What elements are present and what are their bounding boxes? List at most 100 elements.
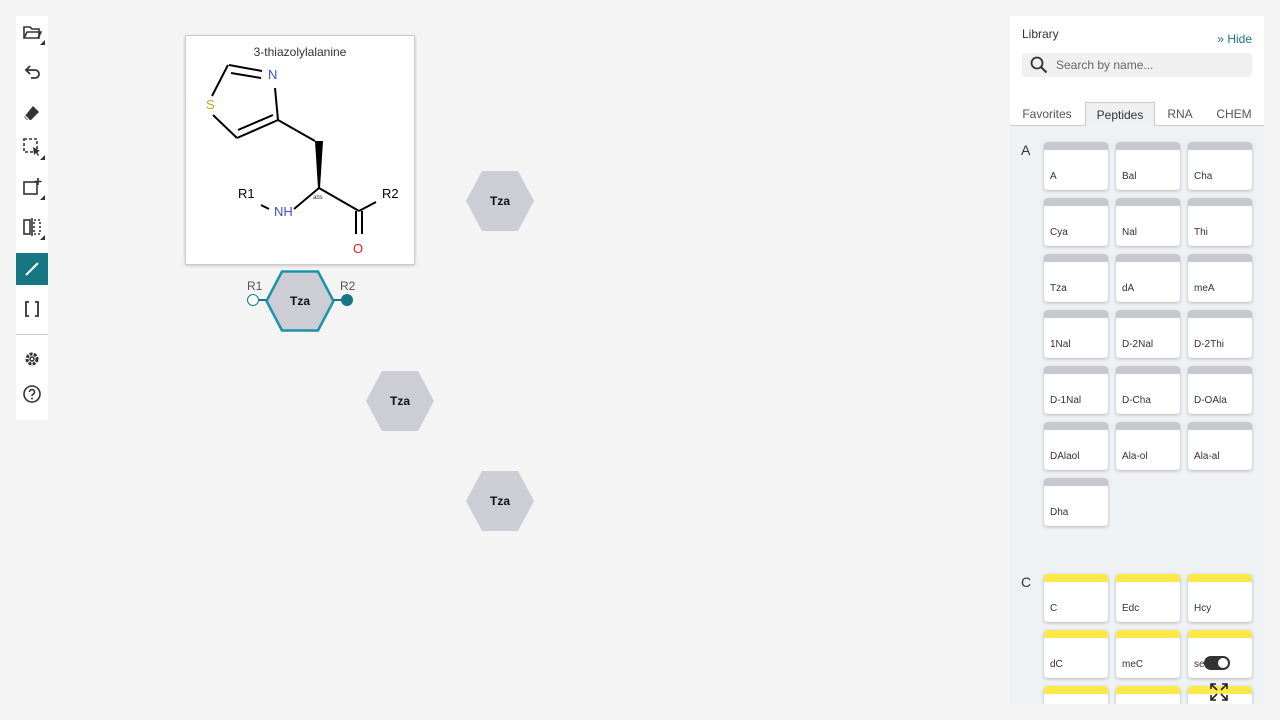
brackets-button[interactable] <box>16 293 48 325</box>
monomer-tza-selected[interactable]: Tza <box>265 270 335 332</box>
monomer-card[interactable]: DAlaol <box>1044 422 1108 470</box>
monomer-card-label: meC <box>1122 659 1144 670</box>
atom-r1: R1 <box>238 186 255 201</box>
hide-library-button[interactable]: » Hide <box>1217 32 1252 46</box>
submenu-indicator <box>40 235 45 240</box>
monomer-card[interactable]: Dha <box>1044 478 1108 526</box>
library-title: Library <box>1022 27 1059 41</box>
monomer-hexagon <box>366 371 434 431</box>
monomer-card[interactable]: Tza <box>1044 254 1108 302</box>
monomer-card[interactable] <box>1044 686 1108 704</box>
library-search <box>1022 53 1252 77</box>
monomer-card[interactable]: Ala-al <box>1188 422 1252 470</box>
monomer-hexagon <box>466 171 534 231</box>
monomer-card-label: Ala-al <box>1194 451 1220 462</box>
monomer-card-label: Bal <box>1122 171 1137 182</box>
toggle-switch[interactable] <box>1204 656 1230 670</box>
monomer-card-color-bar <box>1188 574 1252 582</box>
monomer-card[interactable] <box>1188 686 1252 704</box>
monomer-card-label: 1Nal <box>1050 339 1071 350</box>
monomer-card-color-bar <box>1188 254 1252 262</box>
monomer-label: Tza <box>289 294 310 308</box>
monomer-label: Tza <box>489 194 510 208</box>
monomer-card[interactable]: Edc <box>1116 574 1180 622</box>
monomer-card[interactable]: C <box>1044 574 1108 622</box>
bond-button[interactable] <box>16 253 48 285</box>
monomer-card-color-bar <box>1044 574 1108 582</box>
tab-rna[interactable]: RNA <box>1167 107 1193 121</box>
molecule-structure: S N NH O R1 R2 abs <box>206 64 399 256</box>
fullscreen-icon[interactable] <box>1209 682 1229 702</box>
monomer-card[interactable]: Nal <box>1116 198 1180 246</box>
help-icon <box>23 385 41 403</box>
monomer-card[interactable]: D-2Thi <box>1188 310 1252 358</box>
section-letter-c: C <box>1021 574 1032 590</box>
monomer-card-color-bar <box>1044 310 1108 318</box>
atom-s: S <box>206 97 215 112</box>
undo-button[interactable] <box>16 56 48 88</box>
monomer-tza[interactable]: Tza <box>465 170 535 232</box>
open-file-button[interactable] <box>16 16 48 48</box>
monomer-card[interactable]: Cya <box>1044 198 1108 246</box>
tab-chem[interactable]: CHEM <box>1216 107 1252 121</box>
monomer-card-color-bar <box>1188 198 1252 206</box>
monomer-card-label: Hcy <box>1194 603 1212 614</box>
monomer-card[interactable]: Hcy <box>1188 574 1252 622</box>
select-icon <box>23 138 40 156</box>
settings-button[interactable] <box>16 343 48 375</box>
add-monomer-button[interactable] <box>16 171 48 203</box>
monomer-card[interactable]: D-OAla <box>1188 366 1252 414</box>
monomer-card[interactable]: Cha <box>1188 142 1252 190</box>
r1-label: R1 <box>247 279 263 293</box>
monomer-hexagon <box>265 270 335 332</box>
tab-favorites[interactable]: Favorites <box>1022 107 1072 121</box>
monomer-card-color-bar <box>1116 142 1180 150</box>
monomer-tza[interactable]: Tza <box>465 470 535 532</box>
monomer-card[interactable]: 1Nal <box>1044 310 1108 358</box>
monomer-card[interactable]: D-Cha <box>1116 366 1180 414</box>
monomer-card-color-bar <box>1044 198 1108 206</box>
monomer-card-color-bar <box>1044 366 1108 374</box>
monomer-card[interactable]: meA <box>1188 254 1252 302</box>
monomer-card[interactable]: D-2Nal <box>1116 310 1180 358</box>
monomer-card[interactable]: Bal <box>1116 142 1180 190</box>
monomer-card[interactable]: dA <box>1116 254 1180 302</box>
r1-connector <box>258 299 268 301</box>
monomer-card-label: D-2Thi <box>1194 339 1225 350</box>
monomer-card-color-bar <box>1044 478 1108 486</box>
monomer-card-label: C <box>1050 603 1058 614</box>
monomer-card-color-bar <box>1044 686 1108 694</box>
monomer-card-label: Cya <box>1050 227 1068 238</box>
monomer-card-color-bar <box>1044 422 1108 430</box>
monomer-card-color-bar <box>1116 310 1180 318</box>
monomer-card[interactable]: dC <box>1044 630 1108 678</box>
monomer-card[interactable]: se <box>1188 630 1252 678</box>
tab-peptides[interactable]: Peptides <box>1085 102 1155 126</box>
monomer-card-color-bar <box>1188 422 1252 430</box>
monomer-card[interactable]: D-1Nal <box>1044 366 1108 414</box>
help-button[interactable] <box>16 378 48 410</box>
monomer-card[interactable]: Thi <box>1188 198 1252 246</box>
monomer-card[interactable]: A <box>1044 142 1108 190</box>
submenu-indicator <box>40 195 45 200</box>
monomer-card-label: Dha <box>1050 507 1069 518</box>
monomer-card-label: Ala-ol <box>1122 451 1148 462</box>
flip-button[interactable] <box>16 211 48 243</box>
monomer-card[interactable]: meC <box>1116 630 1180 678</box>
monomer-tza[interactable]: Tza <box>365 370 435 432</box>
structure-preview: 3-thiazolylalanine S N NH O R1 R2 abs <box>185 35 415 265</box>
r2-attachment-point[interactable] <box>341 294 353 306</box>
select-button[interactable] <box>16 131 48 163</box>
r1-attachment-point[interactable] <box>247 294 259 306</box>
monomer-card-label: se <box>1194 659 1205 670</box>
monomer-card[interactable] <box>1116 686 1180 704</box>
settings-icon <box>25 352 39 366</box>
library-tabs: Favorites Peptides RNA CHEM <box>1010 102 1264 126</box>
monomer-card-label: Thi <box>1194 227 1208 238</box>
search-input[interactable] <box>1056 53 1246 77</box>
monomer-card-color-bar <box>1116 254 1180 262</box>
bond-icon <box>25 262 39 276</box>
eraser-button[interactable] <box>16 97 48 129</box>
toolbar-divider <box>16 334 48 335</box>
monomer-card[interactable]: Ala-ol <box>1116 422 1180 470</box>
